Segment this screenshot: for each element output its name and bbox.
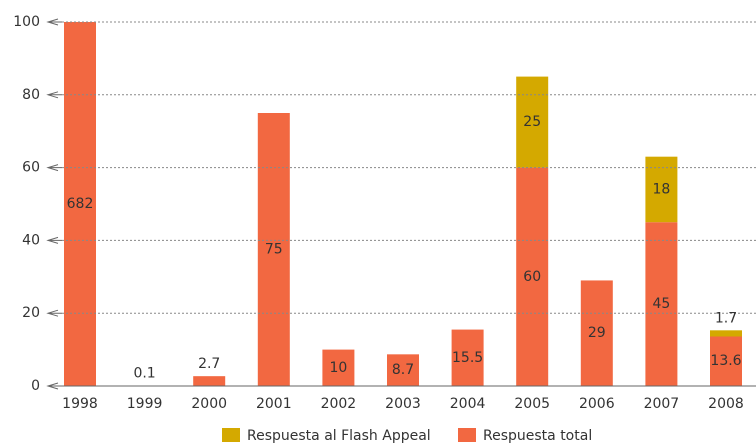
data-label: 75: [265, 242, 283, 258]
x-tick-label: 2008: [708, 396, 744, 412]
data-label: 60: [523, 269, 541, 285]
x-tick-label: 2005: [514, 396, 550, 412]
data-label: 15.5: [452, 350, 483, 366]
plot-area: [64, 22, 742, 386]
bar-segment: [64, 22, 96, 386]
bar-segment: [710, 336, 742, 386]
bar-segment: [580, 280, 613, 386]
x-tick-label: 1999: [127, 396, 163, 412]
data-label: 10: [329, 360, 347, 376]
data-label: 29: [588, 325, 606, 341]
bar-segment: [193, 376, 226, 386]
data-label: 2.7: [198, 356, 220, 372]
x-tick-label: 1998: [62, 396, 98, 412]
tick-mark: [46, 309, 62, 317]
data-label: 13.6: [710, 353, 741, 369]
tick-mark: [46, 382, 62, 390]
bar-segment: [710, 330, 742, 337]
tick-mark: [46, 236, 62, 244]
x-tick-label: 2000: [191, 396, 227, 412]
bar-segment: [322, 349, 355, 386]
bar-segment: [387, 354, 419, 386]
data-label: 1.7: [715, 310, 737, 326]
data-label: 682: [67, 196, 94, 212]
bar-segment: [516, 167, 549, 386]
tick-mark: [46, 18, 62, 26]
legend-label: Respuesta total: [483, 428, 592, 444]
x-tick-label: 2004: [450, 396, 486, 412]
y-tick-label: 40: [22, 232, 40, 248]
data-label: 0.1: [133, 366, 155, 382]
legend-swatch: [222, 428, 240, 442]
y-tick-label: 60: [22, 160, 40, 176]
x-tick-label: 2002: [321, 396, 357, 412]
x-tick-label: 2006: [579, 396, 615, 412]
bar-segment: [516, 76, 549, 168]
y-tick-label: 20: [22, 305, 40, 321]
data-label: 45: [652, 296, 670, 312]
y-tick-label: 0: [31, 378, 40, 394]
bar-segment: [257, 113, 290, 386]
y-tick-label: 80: [22, 87, 40, 103]
bar-segment: [645, 222, 678, 386]
legend-swatch: [458, 428, 476, 442]
x-tick-label: 2003: [385, 396, 421, 412]
tick-mark: [46, 91, 62, 99]
tick-mark: [46, 164, 62, 172]
bar-segment: [451, 329, 484, 386]
data-label: 8.7: [392, 362, 414, 378]
x-tick-label: 2007: [644, 396, 680, 412]
legend-label: Respuesta al Flash Appeal: [247, 428, 431, 444]
y-tick-label: 100: [13, 14, 40, 30]
data-label: 18: [652, 181, 670, 197]
data-label: 25: [523, 114, 541, 130]
x-tick-label: 2001: [256, 396, 292, 412]
